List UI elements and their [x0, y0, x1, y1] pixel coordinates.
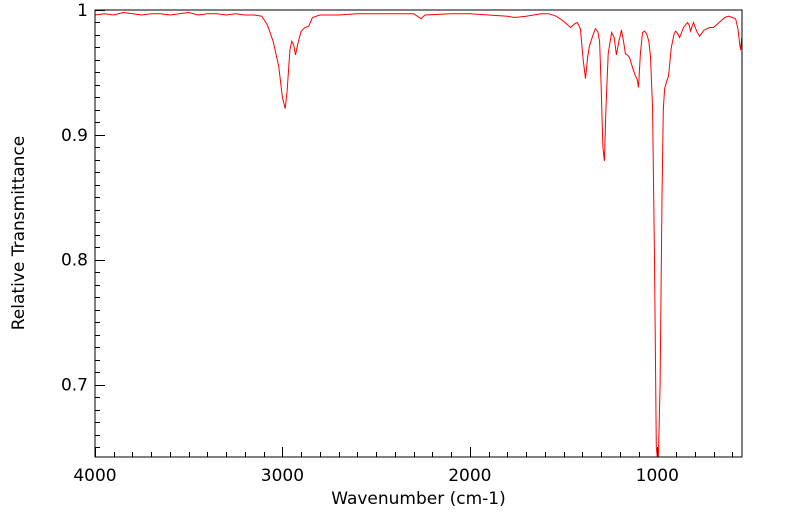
axis-ticks [95, 10, 733, 457]
y-tick-label: 0.7 [61, 376, 88, 396]
tick-labels: 4000 3000 2000 1000 1 0.9 0.8 0.7 [61, 1, 679, 486]
spectrum-line [95, 11, 742, 457]
plot-frame [94, 9, 743, 458]
x-tick-label: 3000 [261, 466, 304, 486]
y-tick-label: 0.8 [61, 251, 88, 271]
y-axis-label: Relative Transmittance [9, 136, 29, 331]
y-tick-label: 1 [77, 1, 88, 21]
y-tick-label: 0.9 [61, 126, 88, 146]
x-tick-label: 1000 [636, 466, 679, 486]
x-tick-label: 4000 [73, 466, 116, 486]
x-axis-label: Wavenumber (cm-1) [331, 489, 506, 509]
x-tick-label: 2000 [448, 466, 491, 486]
